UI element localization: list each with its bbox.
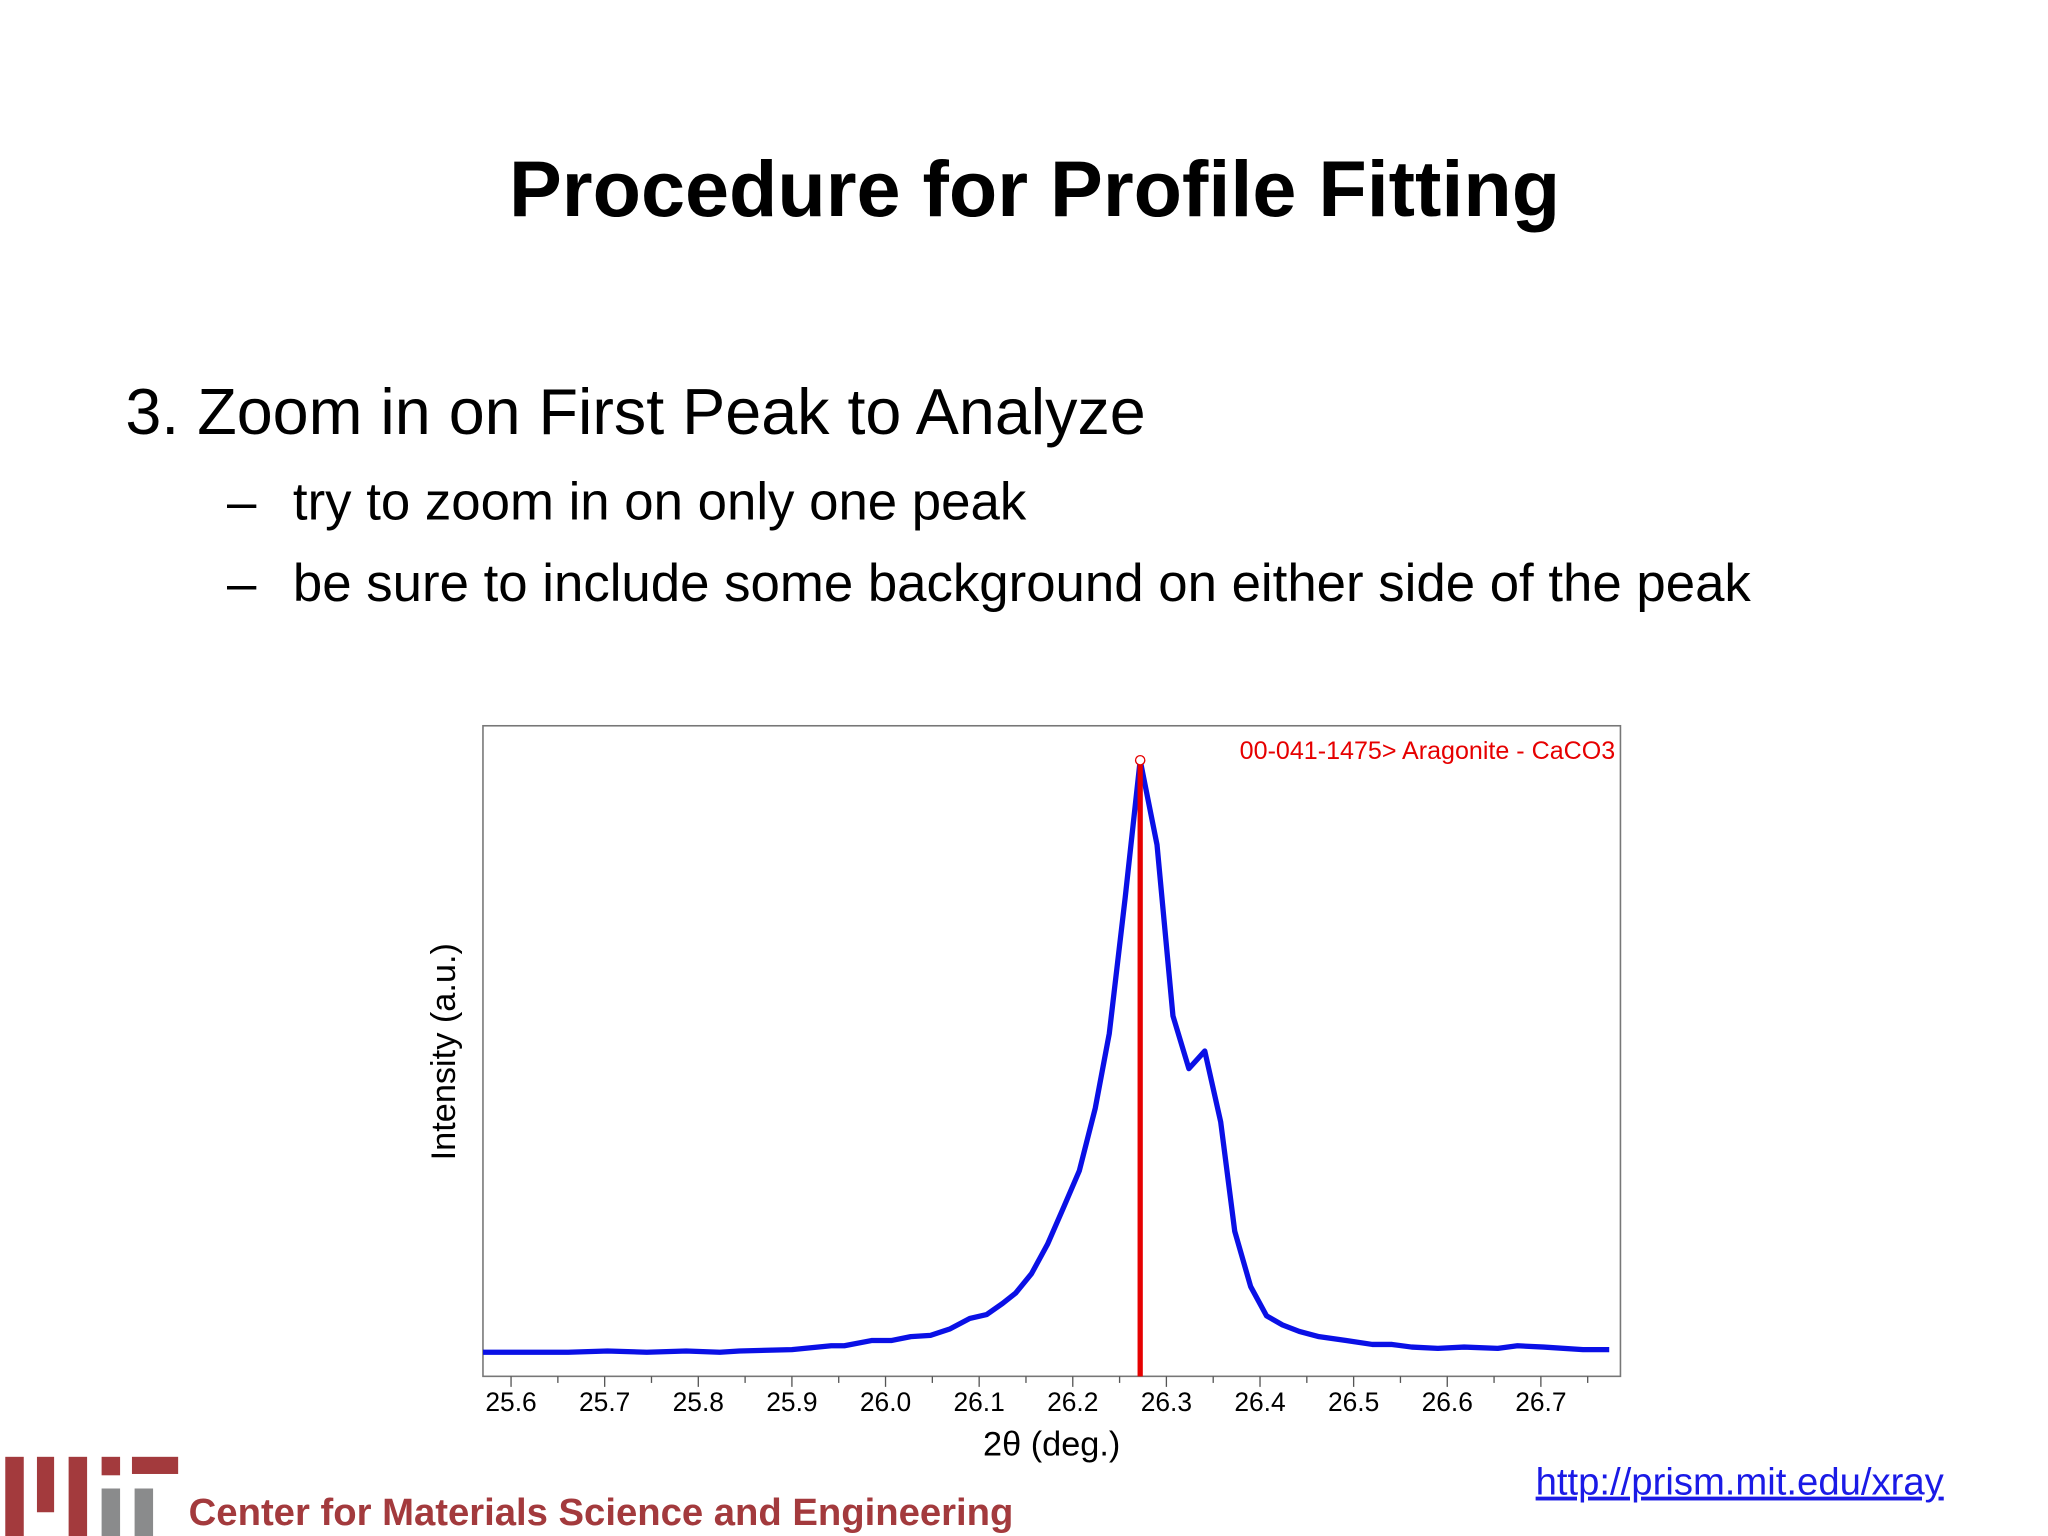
x-tick-label: 26.0 — [860, 1387, 911, 1417]
slide-title: Procedure for Profile Fitting — [509, 144, 1560, 233]
plot-frame — [482, 724, 1622, 1378]
x-tick-label: 25.9 — [766, 1387, 817, 1417]
logo-bar — [5, 1456, 24, 1536]
logo-bar — [131, 1456, 179, 1474]
heading: 3. Zoom in on First Peak to Analyze — [125, 375, 1145, 448]
logo-bar — [101, 1488, 121, 1536]
data-line — [482, 757, 1610, 1355]
bullet: try to zoom in on only one peak — [293, 472, 1027, 531]
logo-bar — [36, 1456, 55, 1513]
x-tick-label: 26.6 — [1422, 1387, 1473, 1417]
bullet-dash: – — [227, 472, 257, 531]
x-tick-label: 26.3 — [1141, 1387, 1192, 1417]
logo-bar — [134, 1488, 154, 1536]
bullet: be sure to include some background on ei… — [293, 554, 1751, 613]
x-axis-label: 2θ (deg.) — [983, 1425, 1120, 1463]
footer-org: Center for Materials Science and Enginee… — [189, 1491, 1014, 1534]
x-tick-label: 26.4 — [1234, 1387, 1285, 1417]
x-tick-label: 26.2 — [1047, 1387, 1098, 1417]
x-tick-label: 25.8 — [673, 1387, 724, 1417]
reference-label: 00-041-1475> Aragonite - CaCO3 — [1240, 737, 1615, 765]
x-tick-label: 26.1 — [953, 1387, 1004, 1417]
x-tick-label: 25.7 — [579, 1387, 630, 1417]
logo-bar — [101, 1456, 121, 1476]
reference-marker — [1134, 754, 1146, 766]
mit-logo — [5, 1456, 179, 1536]
x-tick-label: 26.5 — [1328, 1387, 1379, 1417]
logo-bar — [68, 1456, 88, 1536]
bullet-dash: – — [227, 554, 257, 613]
x-tick-label: 26.7 — [1515, 1387, 1566, 1417]
footer-link[interactable]: http://prism.mit.edu/xray — [1536, 1461, 1945, 1504]
x-tick-label: 25.6 — [485, 1387, 536, 1417]
y-axis-label: Intensity (a.u.) — [425, 943, 463, 1160]
